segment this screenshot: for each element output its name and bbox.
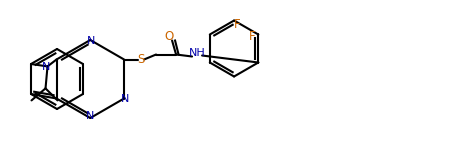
Text: N: N [86,111,94,121]
Text: N: N [87,36,95,46]
Text: N: N [42,62,51,72]
Text: N: N [121,93,129,104]
Text: S: S [137,53,144,66]
Text: F: F [248,30,255,43]
Text: O: O [164,30,173,43]
Text: NH: NH [188,48,205,59]
Text: F: F [233,18,240,31]
